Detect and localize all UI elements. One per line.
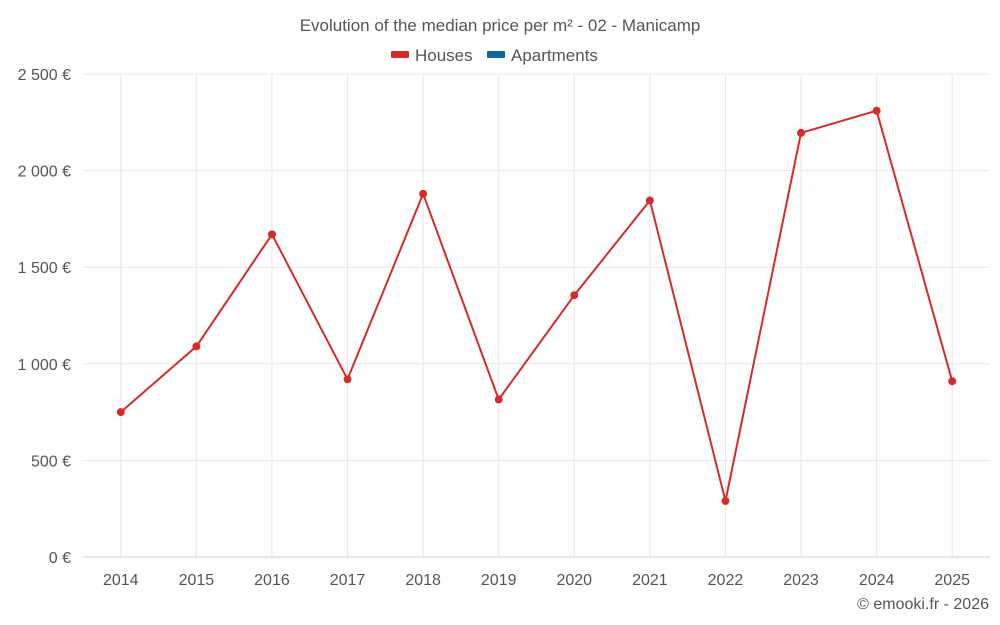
y-tick-label: 2 500 € <box>18 67 71 84</box>
x-tick-label: 2022 <box>708 572 744 589</box>
x-tick-label: 2016 <box>254 572 290 589</box>
data-point-houses-2019[interactable] <box>494 395 503 404</box>
series-houses <box>116 106 957 505</box>
x-tick-label: 2018 <box>405 572 441 589</box>
series-line-houses <box>120 109 954 502</box>
legend-item-houses[interactable]: Houses <box>391 46 473 65</box>
data-point-houses-2021[interactable] <box>645 196 654 205</box>
data-point-houses-2018[interactable] <box>419 189 428 198</box>
legend-label-apartments: Apartments <box>511 46 598 65</box>
data-point-houses-2024[interactable] <box>872 106 881 115</box>
y-tick-label: 0 € <box>49 550 71 567</box>
legend-label-houses: Houses <box>415 46 473 65</box>
legend-item-apartments[interactable]: Apartments <box>487 46 598 65</box>
x-tick-label: 2017 <box>330 572 366 589</box>
data-point-houses-2017[interactable] <box>343 375 352 384</box>
x-tick-label: 2019 <box>481 572 517 589</box>
data-point-houses-2015[interactable] <box>192 342 201 351</box>
x-tick-label: 2015 <box>179 572 215 589</box>
y-tick-label: 1 500 € <box>18 260 71 277</box>
x-axis-tick-labels: 2014 2015 2016 2017 2018 2019 2020 2021 2022 2023… <box>103 572 970 589</box>
vertical-gridlines <box>120 74 953 557</box>
y-tick-label: 1 000 € <box>18 357 71 374</box>
data-point-houses-2016[interactable] <box>267 230 276 239</box>
data-point-houses-2025[interactable] <box>948 377 957 386</box>
x-tick-label: 2020 <box>556 572 592 589</box>
y-tick-label: 2 000 € <box>18 164 71 181</box>
y-tick-label: 500 € <box>31 453 71 470</box>
legend: Houses Apartments <box>391 46 598 65</box>
credit-text: © emooki.fr - 2026 <box>857 596 989 613</box>
chart-title: Evolution of the median price per m² - 0… <box>300 16 701 35</box>
x-tick-label: 2024 <box>859 572 895 589</box>
x-tick-label: 2025 <box>934 572 970 589</box>
y-axis-tick-labels: 0 € 500 € 1 000 € 1 500 € 2 000 € 2 500 € <box>18 67 71 567</box>
horizontal-gridlines <box>83 73 990 461</box>
data-point-houses-2023[interactable] <box>797 128 806 137</box>
data-point-houses-2022[interactable] <box>721 496 730 505</box>
legend-swatch-apartments <box>487 51 505 58</box>
x-tick-label: 2014 <box>103 572 139 589</box>
data-point-houses-2020[interactable] <box>570 291 579 300</box>
data-point-houses-2014[interactable] <box>116 408 125 417</box>
x-tick-label: 2023 <box>783 572 819 589</box>
legend-swatch-houses <box>391 51 409 58</box>
x-tick-label: 2021 <box>632 572 668 589</box>
